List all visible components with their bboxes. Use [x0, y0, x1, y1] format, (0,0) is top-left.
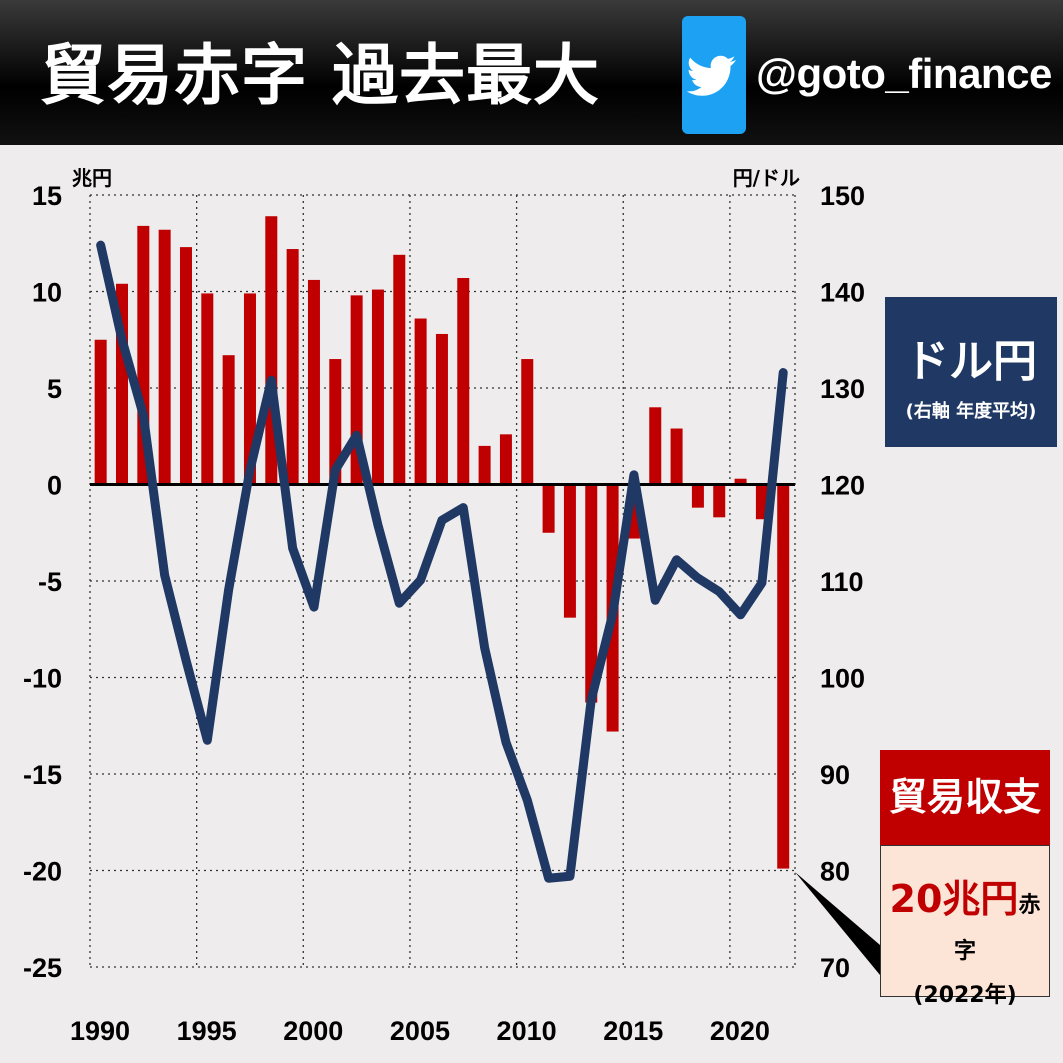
left-tick-label: -20 [23, 857, 62, 887]
left-tick-label: -15 [23, 760, 62, 790]
bar-1995 [201, 293, 214, 485]
bar-1990 [94, 339, 107, 485]
bar-2003 [371, 289, 384, 485]
x-tick-label: 1990 [70, 1016, 130, 1046]
bar-1999 [286, 249, 299, 485]
bar-2022 [777, 484, 790, 869]
bar-2005 [414, 318, 427, 485]
right-tick-label: 100 [820, 664, 865, 694]
left-axis-unit: 兆円 [72, 166, 112, 190]
usd-jpy-line [96, 240, 788, 883]
trade-suffix: 赤字 [953, 893, 1041, 964]
twitter-handle: @goto_finance [756, 50, 1052, 97]
twitter-bird-icon [682, 16, 746, 134]
header [0, 0, 1063, 145]
bar-2001 [329, 359, 342, 485]
bar-2008 [478, 445, 491, 485]
bar-2000 [307, 279, 320, 485]
trade-value: 20兆円 [889, 877, 1019, 921]
bar-2017 [670, 428, 683, 485]
right-tick-label: 110 [820, 567, 864, 597]
bar-2018 [691, 484, 704, 508]
left-tick-label: -5 [38, 567, 62, 597]
right-tick-label: 90 [820, 760, 850, 790]
bar-2013 [585, 484, 598, 703]
right-axis-unit: 円/ドル [733, 166, 800, 190]
usd-jpy-legend: ドル円 (右軸 年度平均) [885, 297, 1057, 447]
right-tick-label: 120 [820, 471, 865, 501]
x-tick-label: 2005 [390, 1016, 450, 1046]
right-tick-label: 150 [820, 181, 865, 211]
bar-2009 [499, 434, 512, 485]
right-tick-label: 130 [820, 374, 865, 404]
trade-callout: 20兆円赤字 (2022年) [880, 845, 1050, 1008]
left-tick-label: 5 [47, 374, 62, 404]
usd-legend-title: ドル円 [905, 336, 1037, 387]
bar-2020 [734, 478, 747, 485]
trade-year: (2022年) [913, 983, 1017, 1008]
x-tick-label: 2020 [710, 1016, 770, 1046]
x-tick-label: 1995 [177, 1016, 237, 1046]
left-tick-label: -25 [23, 953, 62, 983]
left-tick-label: 15 [32, 181, 62, 211]
bar-2004 [393, 254, 406, 485]
page-title: 貿易赤字 過去最大 [40, 37, 600, 114]
callout-pointer [795, 872, 880, 975]
bar-2006 [435, 333, 448, 485]
left-tick-label: 0 [47, 471, 62, 501]
x-tick-label: 2015 [603, 1016, 663, 1046]
bar-2012 [563, 484, 576, 618]
x-tick-label: 2000 [283, 1016, 343, 1046]
bar-2010 [521, 359, 534, 485]
bar-1994 [179, 247, 192, 485]
bar-2019 [713, 484, 726, 518]
right-tick-label: 70 [820, 953, 850, 983]
left-tick-label: -10 [23, 664, 62, 694]
bar-1996 [222, 355, 235, 485]
trade-legend-title: 貿易収支 [880, 750, 1050, 845]
left-tick-label: 10 [32, 278, 62, 308]
x-tick-label: 2010 [497, 1016, 557, 1046]
bar-1997 [243, 293, 256, 485]
bar-2007 [457, 277, 470, 485]
usd-legend-sub: (右軸 年度平均) [905, 401, 1037, 422]
bar-1993 [158, 229, 171, 485]
right-tick-label: 140 [820, 278, 865, 308]
bar-2011 [542, 484, 555, 533]
right-tick-label: 80 [820, 857, 850, 887]
bar-2016 [649, 407, 662, 485]
